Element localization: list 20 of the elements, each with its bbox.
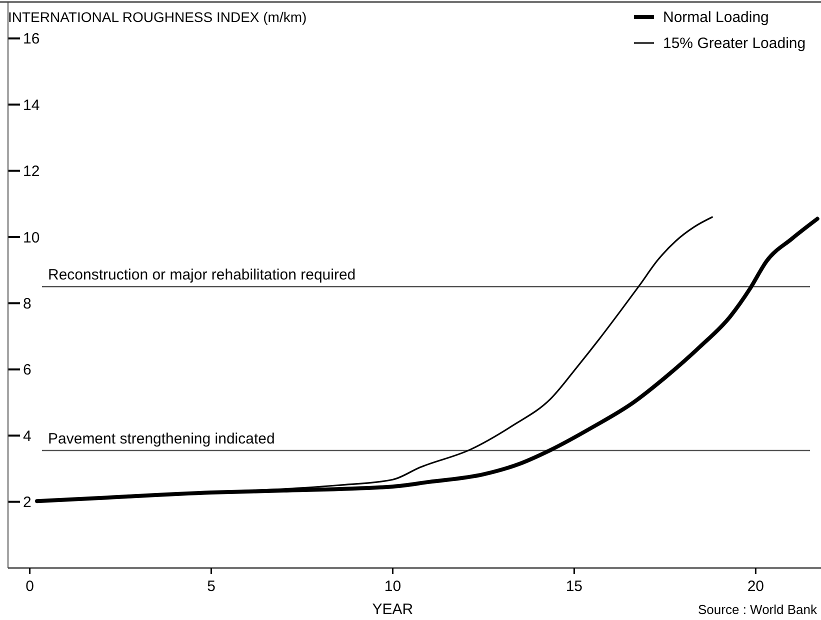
x-tick-label: 0: [26, 578, 34, 595]
ref-line-label: Pavement strengthening indicated: [48, 430, 275, 448]
x-tick-label: 10: [384, 578, 402, 595]
y-tick-label: 16: [23, 30, 40, 48]
y-tick-label: 2: [23, 494, 32, 512]
x-tick-label: 20: [747, 578, 764, 595]
x-axis-title: YEAR: [372, 601, 414, 618]
x-tick-label: 5: [207, 578, 216, 595]
y-tick-label: 10: [23, 229, 40, 246]
source-note: Source : World Bank: [698, 602, 818, 617]
y-tick-label: 14: [23, 96, 40, 114]
legend-label: Normal Loading: [663, 9, 769, 26]
y-tick-label: 8: [23, 295, 32, 312]
x-tick-label: 15: [566, 578, 583, 595]
y-tick-label: 6: [23, 362, 32, 379]
y-tick-label: 12: [23, 163, 40, 180]
y-axis-title: INTERNATIONAL ROUGHNESS INDEX (m/km): [8, 9, 307, 25]
y-tick-label: 4: [23, 428, 32, 445]
ref-line-label: Reconstruction or major rehabilitation required: [48, 266, 356, 284]
legend-label: 15% Greater Loading: [663, 35, 806, 52]
